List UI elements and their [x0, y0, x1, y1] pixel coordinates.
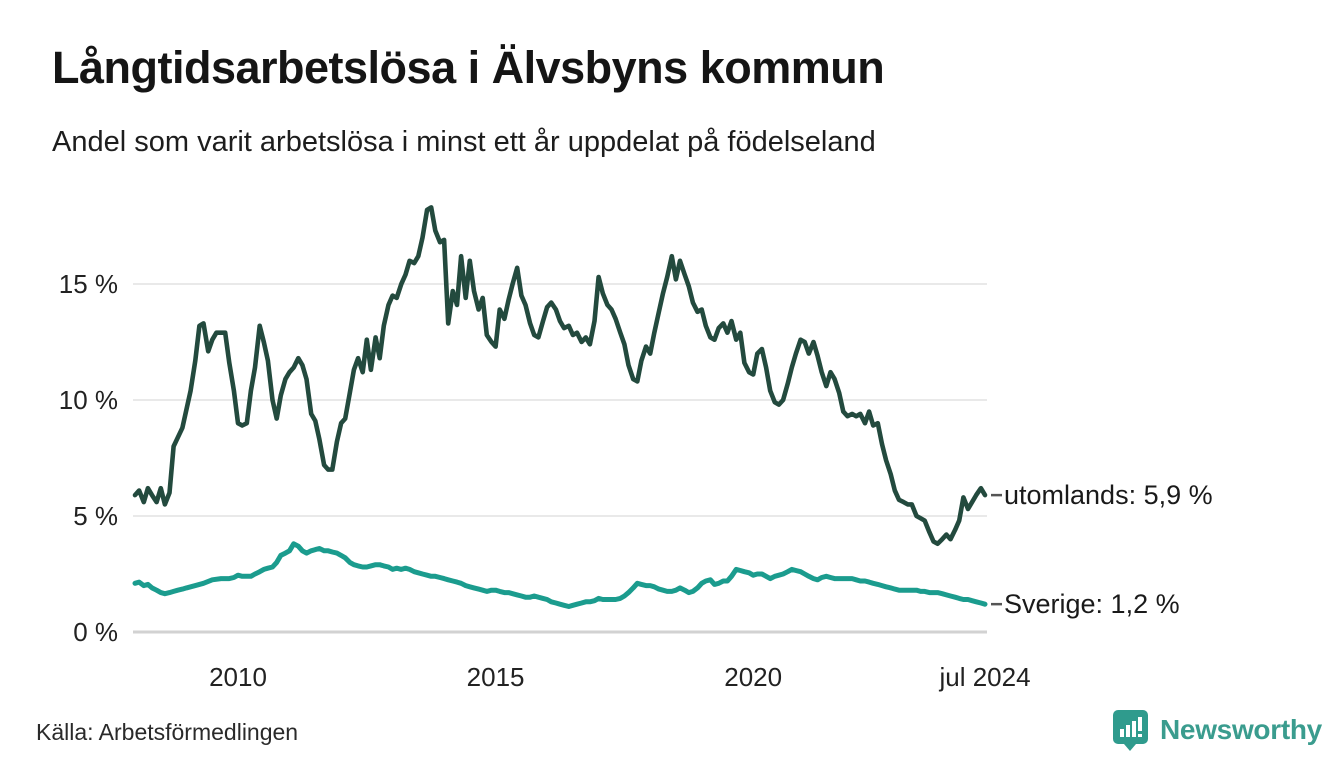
- y-tick-label: 5 %: [73, 501, 118, 531]
- brand-name: Newsworthy: [1160, 714, 1322, 745]
- y-tick-label: 10 %: [58, 385, 118, 415]
- source-note: Källa: Arbetsförmedlingen: [36, 719, 299, 745]
- page-subtitle: Andel som varit arbetslösa i minst ett å…: [52, 126, 876, 158]
- bar-chart-pin-icon: [1113, 710, 1148, 751]
- series-label-utomlands: utomlands: 5,9 %: [1004, 480, 1213, 511]
- page-title: Långtidsarbetslösa i Älvsbyns kommun: [52, 42, 885, 93]
- series-line-Sverige: [132, 541, 988, 609]
- brand-logo: Newsworthy: [1112, 709, 1322, 751]
- series-line-utomlands: [132, 205, 988, 547]
- x-tick-label: 2015: [466, 662, 525, 692]
- y-tick-label: 15 %: [58, 269, 118, 299]
- series-label-sverige: Sverige: 1,2 %: [1004, 589, 1180, 620]
- x-tick-label: 2020: [724, 662, 783, 692]
- x-tick-label: 2010: [209, 662, 267, 692]
- y-tick-label: 0 %: [73, 617, 118, 647]
- x-tick-label: jul 2024: [939, 662, 1031, 692]
